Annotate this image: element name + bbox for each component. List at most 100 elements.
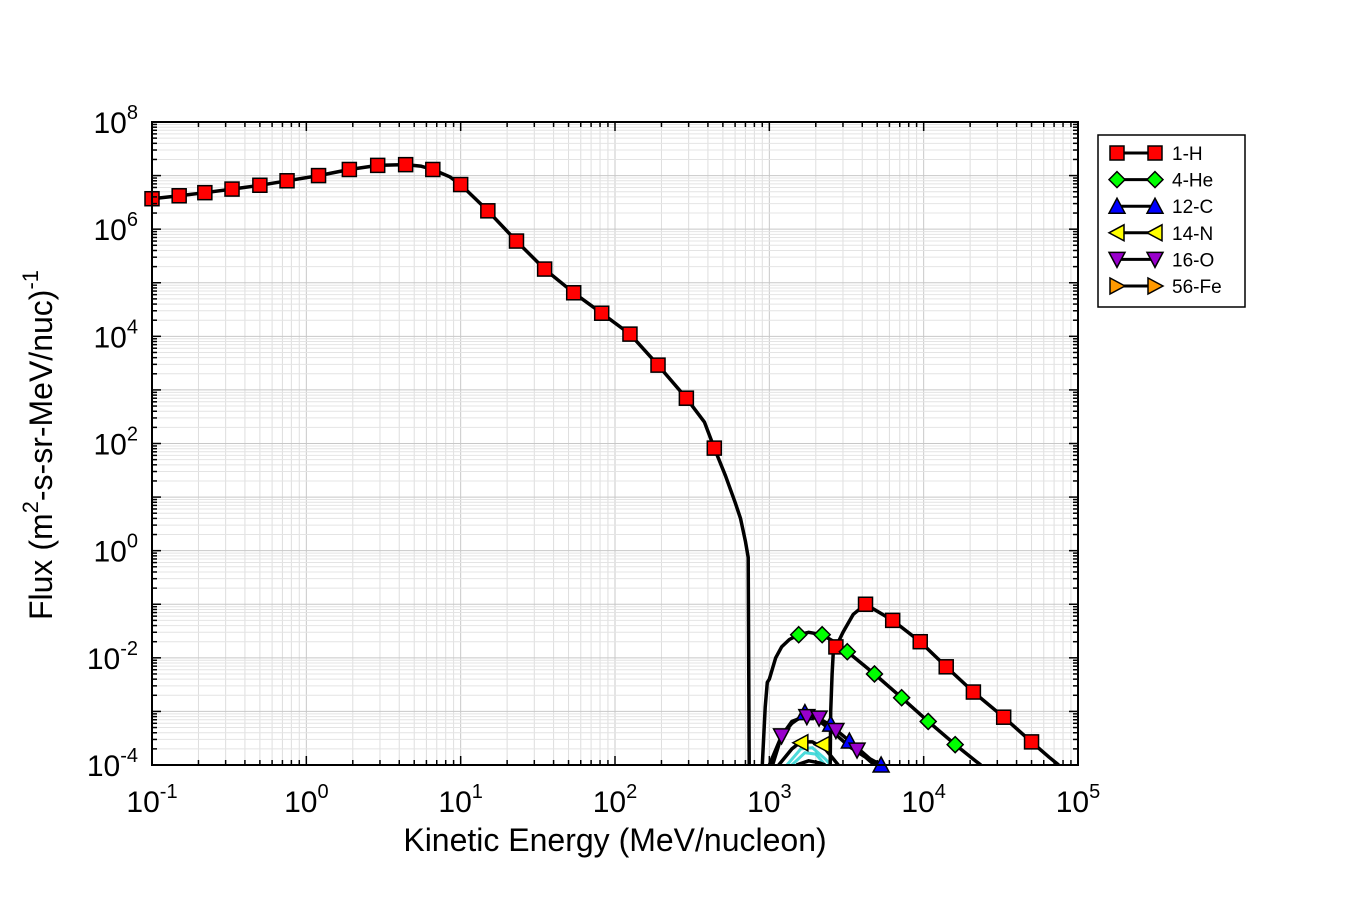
legend-marker-12-C — [1107, 196, 1127, 214]
marker-1-H — [452, 176, 469, 193]
marker-1-H — [828, 639, 844, 655]
series-line-1-H-secondary — [828, 602, 1060, 765]
x-tick-exponent: 4 — [935, 781, 946, 803]
legend-marker-1-H — [1109, 145, 1125, 161]
legend-label-12-C: 12-C — [1172, 197, 1213, 218]
x-tick-labels: 10-1 100 101 102 103 104 105 — [126, 781, 1100, 819]
marker-16-O — [826, 722, 846, 741]
y-tick-exponent: -4 — [120, 745, 138, 767]
x-tick-label: 104 — [901, 781, 946, 819]
y-axis-title-sup2: -1 — [18, 270, 43, 290]
legend-box — [1097, 134, 1246, 308]
marker-4-He — [892, 688, 911, 707]
marker-1-H — [912, 633, 928, 650]
marker-1-H — [622, 326, 638, 342]
x-tick-label: 105 — [1056, 781, 1101, 819]
marker-1-H — [171, 188, 187, 204]
legend-marker-12-C — [1145, 196, 1165, 214]
marker-4-He — [919, 712, 938, 731]
y-axis-title-part1: Flux (m — [23, 513, 59, 620]
marker-16-O — [809, 710, 829, 728]
y-tick-base: 10 — [94, 321, 127, 354]
y-axis-title-sup1: 2 — [18, 501, 43, 513]
y-tick-label: 102 — [94, 424, 139, 462]
marker-14-N — [791, 733, 809, 753]
marker-1-H — [650, 357, 666, 373]
marker-1-H — [310, 167, 327, 184]
marker-14-N — [812, 735, 830, 754]
axis-ticks — [151, 121, 1079, 766]
y-tick-exponent: 4 — [127, 316, 138, 338]
legend: 1-H 4-He 12-C 14-N 16-O 56-Fe — [1097, 134, 1246, 308]
y-tick-label: 108 — [94, 102, 139, 140]
y-tick-exponent: 0 — [127, 531, 138, 553]
marker-1-H — [480, 203, 496, 219]
series-line-56-Fe — [795, 759, 826, 765]
y-tick-base: 10 — [87, 750, 120, 783]
marker-4-He — [838, 642, 857, 661]
y-tick-exponent: 6 — [127, 209, 138, 231]
y-tick-exponent: -2 — [120, 638, 138, 660]
x-tick-label: 100 — [284, 781, 329, 819]
minor-species-curve — [785, 746, 832, 765]
x-tick-base: 10 — [438, 786, 471, 819]
marker-1-H — [706, 440, 723, 456]
marker-1-H — [593, 305, 610, 321]
y-tick-label: 100 — [94, 531, 139, 569]
marker-16-O — [797, 708, 817, 727]
grid-lines — [152, 122, 1078, 765]
y-tick-exponent: 8 — [127, 102, 138, 124]
legend-label-1-H: 1-H — [1172, 144, 1203, 165]
marker-1-H — [252, 177, 268, 194]
marker-1-H — [857, 596, 874, 612]
marker-1-H — [369, 157, 386, 174]
x-tick-exponent: 0 — [317, 781, 328, 803]
y-tick-exponent: 2 — [127, 424, 138, 446]
legend-label-56-Fe: 56-Fe — [1172, 277, 1222, 298]
legend-marker-14-N — [1145, 223, 1163, 243]
legend-label-14-N: 14-N — [1172, 224, 1213, 245]
legend-marker-56-Fe — [1109, 276, 1127, 296]
legend-marker-16-O — [1145, 251, 1165, 269]
marker-16-O — [772, 728, 791, 746]
x-tick-base: 10 — [126, 786, 159, 819]
marker-1-H — [224, 181, 240, 197]
x-tick-base: 10 — [284, 786, 317, 819]
legend-marker-56-Fe — [1147, 276, 1165, 296]
legend-label-16-O: 16-O — [1172, 250, 1214, 271]
x-tick-label: 10-1 — [126, 781, 177, 819]
x-tick-exponent: 2 — [626, 781, 637, 803]
y-tick-label: 104 — [94, 316, 139, 354]
marker-1-H — [425, 161, 441, 178]
marker-1-H — [397, 156, 414, 173]
x-tick-exponent: 5 — [1089, 781, 1100, 803]
x-tick-base: 10 — [901, 786, 934, 819]
legend-marker-4-He — [1145, 170, 1165, 189]
x-tick-exponent: 3 — [780, 781, 791, 803]
marker-1-H — [536, 261, 553, 277]
y-tick-base: 10 — [94, 429, 127, 462]
x-tick-base: 10 — [593, 786, 626, 819]
marker-1-H — [565, 285, 582, 301]
y-tick-base: 10 — [94, 107, 127, 140]
y-axis-title-part2: -s-sr-MeV/nuc) — [23, 290, 59, 502]
marker-4-He — [865, 664, 884, 684]
y-axis-title: Flux (m2-s-sr-MeV/nuc)-1 — [18, 270, 59, 620]
legend-marker-4-He — [1107, 170, 1127, 189]
x-tick-label: 103 — [747, 781, 792, 819]
legend-label-4-He: 4-He — [1172, 171, 1213, 192]
marker-1-H — [197, 184, 213, 201]
y-tick-label: 106 — [94, 209, 139, 247]
y-tick-base: 10 — [87, 643, 120, 676]
y-tick-base: 10 — [94, 536, 127, 569]
marker-1-H — [884, 612, 901, 629]
marker-1-H — [995, 709, 1012, 725]
x-tick-label: 101 — [438, 781, 483, 819]
x-tick-exponent: 1 — [472, 781, 483, 803]
x-tick-label: 102 — [593, 781, 638, 819]
y-tick-base: 10 — [94, 214, 127, 247]
marker-1-H — [508, 233, 525, 249]
x-tick-base: 10 — [1056, 786, 1089, 819]
